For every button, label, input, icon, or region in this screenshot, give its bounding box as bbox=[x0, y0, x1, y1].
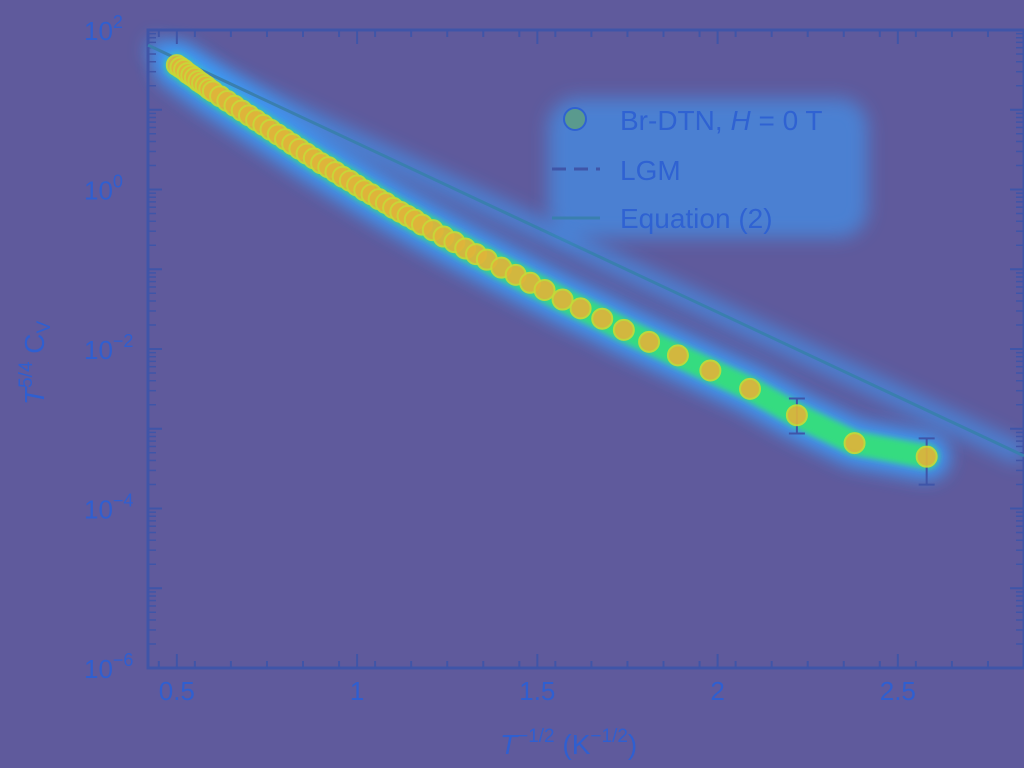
x-tick-label: 1 bbox=[350, 676, 364, 706]
x-axis-title-unit bbox=[555, 729, 563, 760]
data-point bbox=[551, 288, 574, 311]
legend: Br-DTN, H = 0 T LGM Equation (2) bbox=[548, 98, 868, 238]
legend-label-data-italic: H bbox=[730, 105, 751, 136]
legend-glow bbox=[548, 98, 868, 238]
y-tick-label-exponent: 0 bbox=[113, 172, 123, 192]
y-tick-label: 10−4 bbox=[84, 491, 133, 525]
y-tick-label-exponent: −2 bbox=[113, 331, 134, 351]
x-tick-labels: 0.5 1 1.5 2 2.5 bbox=[159, 676, 916, 706]
axis-ticks bbox=[148, 29, 1024, 669]
x-axis-title-main: T bbox=[500, 729, 519, 760]
y-tick-label-exponent: 2 bbox=[113, 12, 123, 32]
y-tick-label: 10−6 bbox=[84, 650, 133, 684]
y-tick-label: 100 bbox=[84, 172, 123, 206]
x-axis-title-unit-open: (K bbox=[562, 729, 590, 760]
y-axis-title-sup: 5/4 bbox=[16, 361, 37, 388]
y-tick-label-base: 10 bbox=[84, 176, 113, 206]
legend-label-equation-text: Equation (2) bbox=[620, 203, 773, 234]
data-point bbox=[569, 297, 592, 320]
data-point bbox=[785, 404, 808, 427]
legend-label-data-post: = 0 T bbox=[751, 105, 823, 136]
legend-label-data-pre: Br-DTN, bbox=[620, 105, 730, 136]
y-tick-label-base: 10 bbox=[84, 16, 113, 46]
fit-line-layer bbox=[147, 43, 1024, 458]
y-axis-title-sub: V bbox=[34, 320, 55, 333]
y-axis-title-rest: C bbox=[19, 333, 50, 361]
x-axis-title-sup: −1/2 bbox=[517, 726, 555, 747]
data-point bbox=[843, 432, 866, 455]
legend-label-lgm: LGM bbox=[620, 155, 681, 186]
y-axis-title-main: T bbox=[19, 386, 50, 405]
legend-label-equation: Equation (2) bbox=[620, 203, 773, 234]
data-point bbox=[533, 278, 556, 301]
x-tick-label: 2.5 bbox=[880, 676, 916, 706]
data-point bbox=[915, 445, 938, 468]
y-tick-label-base: 10 bbox=[84, 654, 113, 684]
y-tick-label-base: 10 bbox=[84, 335, 113, 365]
data-point bbox=[591, 307, 614, 330]
y-tick-label: 102 bbox=[84, 12, 123, 46]
x-axis-title: T−1/2 (K−1/2) bbox=[500, 726, 637, 760]
data-point bbox=[699, 359, 722, 382]
x-axis-title-unit-close: ) bbox=[628, 729, 637, 760]
legend-label-data: Br-DTN, H = 0 T bbox=[620, 105, 823, 136]
x-tick-label: 2 bbox=[710, 676, 724, 706]
data-points bbox=[165, 54, 938, 486]
data-point bbox=[739, 377, 762, 400]
x-tick-label: 0.5 bbox=[159, 676, 195, 706]
legend-label-lgm-text: LGM bbox=[620, 155, 681, 186]
y-tick-label-base: 10 bbox=[84, 495, 113, 525]
legend-marker-circle bbox=[563, 107, 587, 131]
y-axis-title: T5/4 CV bbox=[16, 320, 55, 405]
fit-line-equation-2 bbox=[147, 43, 1024, 458]
x-tick-label: 1.5 bbox=[519, 676, 555, 706]
data-point bbox=[612, 318, 635, 341]
y-tick-label-exponent: −4 bbox=[113, 491, 134, 511]
data-point bbox=[666, 344, 689, 367]
y-tick-label-exponent: −6 bbox=[113, 650, 134, 670]
data-point bbox=[638, 330, 661, 353]
y-tick-label: 10−2 bbox=[84, 331, 133, 365]
x-axis-title-unit-sup: −1/2 bbox=[590, 726, 628, 747]
